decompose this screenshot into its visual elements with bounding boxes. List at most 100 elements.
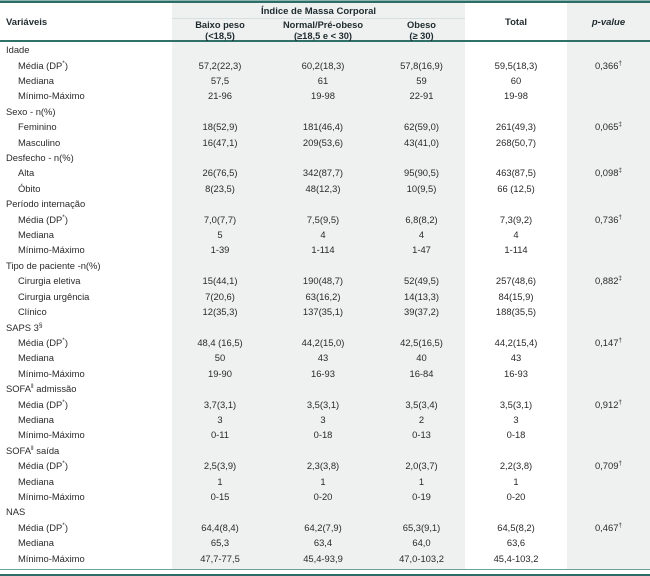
value-cell: 7,5(9,5) [306,213,340,225]
section-label: NAS [0,506,172,517]
value-cell: 19-98 [311,90,335,102]
section-label: SOFA‖ admissão [0,383,172,394]
pvalue-cell: 0,736† [567,214,650,225]
label-superscript: * [62,336,65,344]
label-text: Média (DP [18,59,63,71]
pvalue-column-shade [567,3,650,569]
section-label: Tipo de paciente -n(%) [0,260,172,271]
column-header-pvalue: p-value [591,17,626,28]
pvalue-cell: 0,709† [567,460,650,471]
pvalue-superscript: ‡ [618,121,623,129]
label-text: admissão [33,383,77,395]
row-label: Mediana [0,476,172,487]
row-label: Masculino [0,137,172,148]
label-text: Mediana [18,413,54,425]
column-header-line2: (≥18,5 e < 30) [293,30,353,41]
value-cell: 463(87,5) [495,167,537,179]
value-cell: 1-39 [210,244,230,256]
value-cell: 1 [513,475,519,487]
label-superscript: * [62,59,65,67]
value-cell: 66 (12,5) [497,182,535,194]
value-cell: 22-91 [409,90,434,102]
table-row: Mínimo-Máximo 0-11 0-18 0-13 0-18 [0,427,650,442]
value-cell: 39(37,2) [404,306,439,318]
row-label: Mediana [0,352,172,363]
value-cell: 7(20,6) [205,290,235,302]
pvalue-text: 0,912 [594,398,619,410]
label-text: Média (DP [18,460,63,472]
row-label: Cirurgia eletiva [0,275,172,286]
pvalue-cell: 0,912† [567,399,650,410]
row-label: Mínimo-Máximo [0,368,172,379]
value-cell: 50 [214,352,226,364]
value-cell: 1 [418,475,425,487]
pvalue-text: 0,736 [594,213,619,225]
value-cell: 64,2(7,9) [304,521,342,533]
row-label: Mínimo-Máximo [0,244,172,255]
value-cell: 3,7(3,1) [203,398,237,410]
row-label: Cirurgia urgência [0,291,172,302]
table-row: Média (DP*) 64,4(8,4) 64,2(7,9) 65,3(9,1) 64… [0,520,650,535]
section-row: NAS [0,504,650,519]
label-text: Média (DP [18,521,63,533]
value-cell: 12(35,3) [202,306,238,318]
table-row: Média (DP*) 57,2(22,3) 60,2(18,3) 57,8(16,9… [0,57,650,72]
table-row: Óbito 8(23,5) 48(12,3) 10(9,5) 66 (12,5) [0,181,650,196]
value-cell: 10(9,5) [406,182,437,194]
label-text: Clínico [18,306,47,318]
pvalue-text: 0,366 [594,59,619,71]
value-cell: 47,0-103,2 [399,552,444,564]
section-row: Período internação [0,196,650,211]
value-cell: 16(47,1) [202,136,238,148]
label-text: ) [64,460,68,472]
value-cell: 43 [317,352,329,364]
column-header-obeso: Obeso (≥ 30) [378,19,465,42]
table-row: Mínimo-Máximo 0-15 0-20 0-19 0-20 [0,489,650,504]
row-label: Média (DP*) [0,337,172,348]
value-cell: 190(48,7) [302,275,344,287]
value-cell: 0-18 [313,429,333,441]
section-row: SOFA‖ admissão [0,381,650,396]
value-cell: 42,5(16,5) [400,336,443,348]
row-label: Média (DP*) [0,460,172,471]
label-superscript: * [62,521,65,529]
pvalue-superscript: † [618,398,623,406]
table-row: Média (DP*) 48,4 (16,5) 44,2(15,0) 42,5(16,… [0,335,650,350]
value-cell: 59 [416,75,427,87]
value-cell: 43(41,0) [404,136,439,148]
label-text: Mínimo-Máximo [18,244,85,256]
row-label: Mínimo-Máximo [0,553,172,564]
label-text: Mínimo-Máximo [18,367,85,379]
table-row: Média (DP*) 7,0(7,7) 7,5(9,5) 6,8(8,2) 7,3(9… [0,211,650,226]
section-label: Sexo - n(%) [0,106,172,117]
section-row: Tipo de paciente -n(%) [0,258,650,273]
section-row: SOFA‖ saída [0,443,650,458]
row-label: Mínimo-Máximo [0,90,172,101]
column-header-normal-pre-obeso: Normal/Pré-obeso (≥18,5 e < 30) [268,19,378,42]
value-cell: 64,5(8,2) [497,521,535,533]
value-cell: 60,2(18,3) [301,59,345,71]
value-cell: 44,2(15,4) [494,336,538,348]
value-cell: 261(49,3) [495,121,537,133]
section-label: Período internação [0,198,172,209]
label-text: Cirurgia urgência [18,290,90,302]
value-cell: 18(52,9) [202,121,238,133]
table-row: Mínimo-Máximo 47,7-77,5 45,4-93,9 47,0-103,… [0,550,650,565]
label-superscript: * [62,213,65,221]
label-text: Masculino [18,136,61,148]
value-cell: 64,4(8,4) [201,521,239,533]
value-cell: 342(87,7) [302,167,344,179]
value-cell: 16-93 [311,367,335,379]
value-cell: 5 [217,229,223,241]
value-cell: 21-96 [208,90,232,102]
value-cell: 3 [217,413,223,425]
label-superscript: * [62,460,65,468]
row-label: Média (DP*) [0,522,172,533]
value-cell: 1 [217,475,223,487]
value-cell: 95(90,5) [404,167,439,179]
value-cell: 1-114 [504,244,528,256]
row-label: Alta [0,167,172,178]
column-header-line1: Normal/Pré-obeso [282,20,364,30]
section-row: Idade [0,42,650,57]
value-cell: 181(46,4) [302,121,344,133]
